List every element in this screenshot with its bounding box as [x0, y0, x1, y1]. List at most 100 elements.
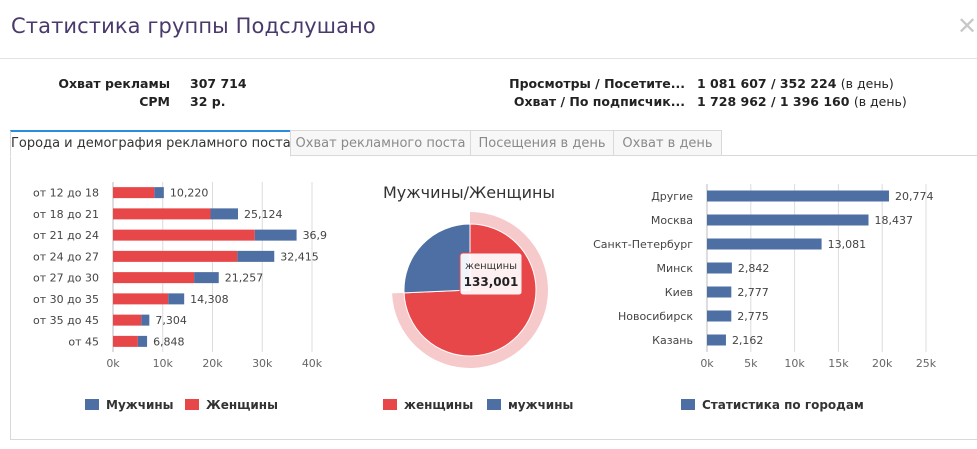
x-tick-label: 30k [252, 357, 273, 370]
y-category-label: от 12 до 18 [33, 187, 99, 200]
tab-visits-per-day[interactable]: Посещения в день [470, 130, 614, 156]
tooltip-value: 133,001 [464, 275, 519, 289]
data-label: 25,124 [244, 208, 282, 221]
stat-value-views: 1 081 607 / 352 224 (в день) [697, 75, 894, 93]
legend-age-female[interactable]: Женщины [185, 398, 278, 412]
legend-city-label: Статистика по городам [702, 398, 864, 412]
chart-title: Мужчины/Женщины [383, 183, 555, 202]
x-tick-label: 10k [784, 357, 805, 370]
bar-segment [194, 272, 219, 284]
y-category-label: Киев [665, 286, 693, 299]
bar-segment [113, 335, 138, 347]
tooltip-name: женщины [465, 261, 517, 272]
bar-segment [113, 293, 169, 305]
data-label: 32,415 [280, 250, 319, 263]
close-icon[interactable]: ✕ [957, 12, 977, 40]
x-tick-label: 0k [106, 357, 120, 370]
data-label: 2,775 [737, 310, 769, 323]
data-label: 6,848 [153, 335, 185, 348]
bar-segment [707, 214, 869, 226]
y-category-label: Другие [651, 190, 693, 203]
stat-value-views-number: 1 081 607 / 352 224 [697, 76, 837, 91]
tab-reach-per-day[interactable]: Охват в день [613, 130, 722, 156]
y-category-label: от 21 до 24 [33, 229, 99, 242]
stat-label-reach: Охват рекламы [58, 76, 170, 91]
data-label: 14,308 [190, 293, 229, 306]
bar-segment [707, 262, 732, 274]
legend-swatch-male [487, 399, 501, 410]
bar-segment [254, 229, 297, 241]
bar-segment [137, 335, 148, 347]
x-tick-label: 20k [202, 357, 223, 370]
legend-pie-female[interactable]: женщины [383, 398, 473, 412]
legend-swatch-female [185, 399, 199, 410]
y-category-label: от 30 до 35 [33, 293, 99, 306]
legend-swatch-male [85, 399, 99, 410]
data-label: 13,081 [828, 238, 867, 251]
legend-age-male-label: Мужчины [106, 398, 174, 412]
data-label: 21,257 [225, 272, 264, 285]
x-tick-label: 40k [302, 357, 323, 370]
legend-swatch-female [383, 399, 397, 410]
bar-segment [113, 208, 211, 220]
bar-segment [168, 293, 185, 305]
data-label: 18,437 [875, 214, 914, 227]
data-label: 2,162 [732, 334, 764, 347]
data-label: 7,304 [155, 314, 187, 327]
gender-pie-chart: Мужчины/Женщины женщины 133,001 [383, 183, 555, 368]
bar-segment [707, 238, 822, 250]
y-category-label: Санкт-Петербург [593, 238, 693, 251]
bar-segment [113, 187, 155, 199]
data-label: 36,9 [303, 229, 328, 242]
modal-header: Статистика группы Подслушано ✕ [0, 0, 977, 59]
legend-age-male[interactable]: Мужчины [85, 398, 174, 412]
stat-value-reach: 307 714 [190, 76, 247, 91]
bar-segment [113, 229, 255, 241]
bar-segment [210, 208, 238, 220]
bar-segment [141, 314, 150, 326]
y-category-label: Казань [652, 334, 693, 347]
x-tick-label: 25k [916, 357, 937, 370]
bar-segment [707, 286, 732, 298]
legend-age-female-label: Женщины [206, 398, 278, 412]
legend-pie-female-label: женщины [404, 398, 474, 412]
y-category-label: от 24 до 27 [33, 250, 99, 263]
data-label: 20,774 [895, 190, 934, 203]
y-category-label: от 18 до 21 [33, 208, 99, 221]
bar-segment [113, 314, 142, 326]
data-label: 2,842 [738, 262, 770, 275]
x-tick-label: 0k [700, 357, 714, 370]
data-label: 10,220 [170, 187, 209, 200]
bar-segment [707, 334, 726, 346]
x-tick-label: 20k [872, 357, 893, 370]
page-title: Статистика группы Подслушано [11, 14, 376, 38]
legend-swatch-city [681, 399, 695, 410]
y-category-label: Минск [656, 262, 693, 275]
bar-segment [237, 250, 275, 262]
stat-unit-views: (в день) [840, 76, 894, 91]
stat-value-subs: 1 728 962 / 1 396 160 (в день) [697, 93, 907, 111]
bar-segment [113, 250, 238, 262]
tab-cities-demography[interactable]: Города и демография рекламного поста [10, 130, 291, 157]
city-chart: 0k 5k 10k 15k 20k 25k Другие 20,774 Москва 18,437… [593, 184, 937, 370]
pie-slice-male [403, 223, 471, 294]
data-label: 2,777 [737, 286, 769, 299]
x-tick-label: 15k [828, 357, 849, 370]
stat-label-cpm: CPM [139, 94, 170, 109]
x-tick-label: 10k [153, 357, 174, 370]
legend-city[interactable]: Статистика по городам [681, 398, 864, 412]
stat-unit-subs: (в день) [853, 94, 907, 109]
x-tick-label: 5k [744, 357, 758, 370]
age-demography-chart: 0k 10k 20k 30k 40k от 12 до 18 10,220 от 18 до … [33, 182, 328, 370]
legend-pie-male-label: мужчины [508, 398, 574, 412]
tooltip-box [459, 252, 523, 296]
bar-segment [707, 190, 889, 202]
bar-segment [113, 272, 195, 284]
stat-value-subs-number: 1 728 962 / 1 396 160 [697, 94, 850, 109]
tab-post-reach[interactable]: Охват рекламного поста [290, 130, 471, 156]
bar-segment [707, 310, 732, 322]
legend-pie-male[interactable]: мужчины [487, 398, 573, 412]
bar-segment [154, 187, 164, 199]
stat-label-views: Просмотры / Посетите... [509, 76, 685, 91]
y-category-label: Москва [651, 214, 693, 227]
